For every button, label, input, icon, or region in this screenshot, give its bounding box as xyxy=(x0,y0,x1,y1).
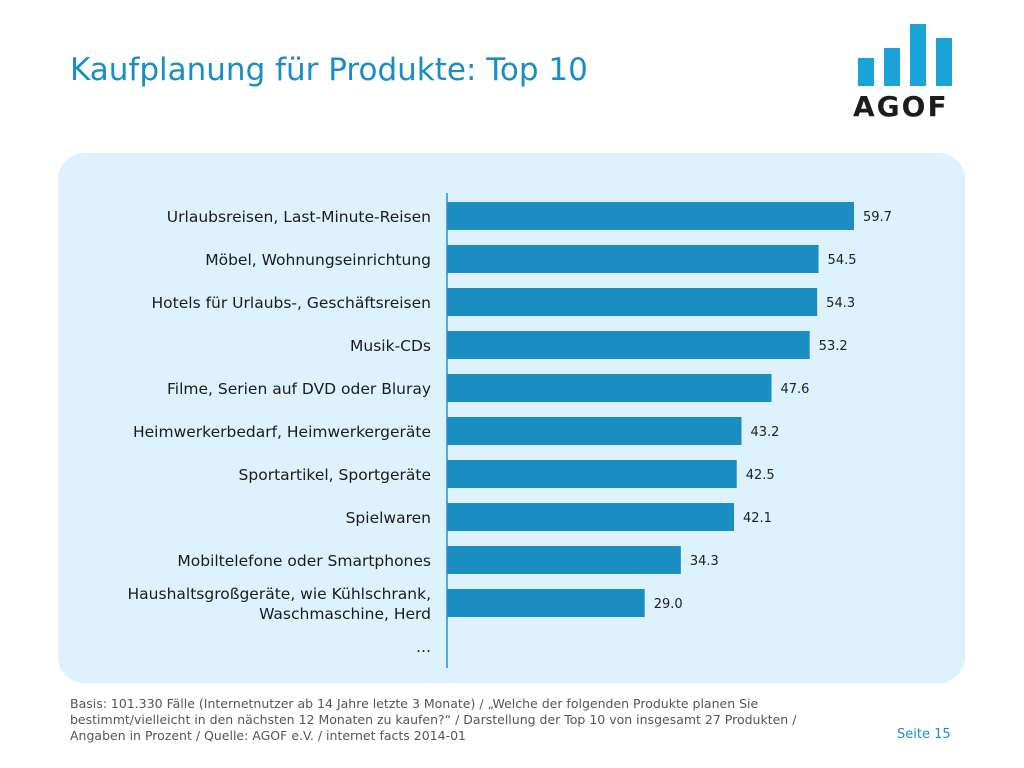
bar xyxy=(447,546,681,574)
category-label: Möbel, Wohnungseinrichtung xyxy=(205,251,431,269)
value-label: 42.1 xyxy=(743,511,772,526)
category-label: Filme, Serien auf DVD oder Bluray xyxy=(167,380,431,398)
bar xyxy=(447,374,772,402)
value-label: 53.2 xyxy=(819,339,848,354)
category-label: Sportartikel, Sportgeräte xyxy=(239,466,431,484)
value-label: 59.7 xyxy=(863,210,892,225)
value-label: 34.3 xyxy=(690,554,719,569)
category-label: Hotels für Urlaubs-, Geschäftsreisen xyxy=(152,294,431,312)
bar xyxy=(447,503,735,531)
bar xyxy=(447,589,645,617)
category-label: Musik-CDs xyxy=(350,337,431,355)
logo-bar xyxy=(910,24,926,86)
more-items-label: … xyxy=(416,638,431,656)
bar xyxy=(447,288,818,316)
logo-bar xyxy=(858,58,874,86)
category-label: Haushaltsgroßgeräte, wie Kühlschrank, xyxy=(128,585,431,603)
value-label: 29.0 xyxy=(654,597,683,612)
bar xyxy=(447,460,737,488)
category-label: Spielwaren xyxy=(346,509,431,527)
chart-panel: 59.7 Urlaubsreisen, Last-Minute-Reisen 54.… xyxy=(58,153,965,683)
bar xyxy=(447,245,819,273)
agof-logo: AGOF xyxy=(850,24,960,124)
bar xyxy=(447,331,810,359)
bar xyxy=(447,417,742,445)
logo-wordmark: AGOF xyxy=(853,90,949,123)
category-label: Heimwerkerbedarf, Heimwerkergeräte xyxy=(133,423,431,441)
value-label: 42.5 xyxy=(746,468,775,483)
category-label: Mobiltelefone oder Smartphones xyxy=(177,552,431,570)
value-label: 54.5 xyxy=(828,253,857,268)
value-label: 43.2 xyxy=(751,425,780,440)
logo-bar xyxy=(884,48,900,86)
page-number: Seite 15 xyxy=(897,727,951,742)
logo-bar xyxy=(936,38,952,86)
value-label: 54.3 xyxy=(826,296,855,311)
value-label: 47.6 xyxy=(781,382,810,397)
bar xyxy=(447,202,854,230)
source-note: Basis: 101.330 Fälle (Internetnutzer ab … xyxy=(70,696,797,743)
page-title: Kaufplanung für Produkte: Top 10 xyxy=(70,52,588,88)
bar-chart: 59.7 Urlaubsreisen, Last-Minute-Reisen 54.… xyxy=(128,193,892,668)
category-label: Urlaubsreisen, Last-Minute-Reisen xyxy=(167,208,431,226)
category-label: Waschmaschine, Herd xyxy=(259,605,431,623)
